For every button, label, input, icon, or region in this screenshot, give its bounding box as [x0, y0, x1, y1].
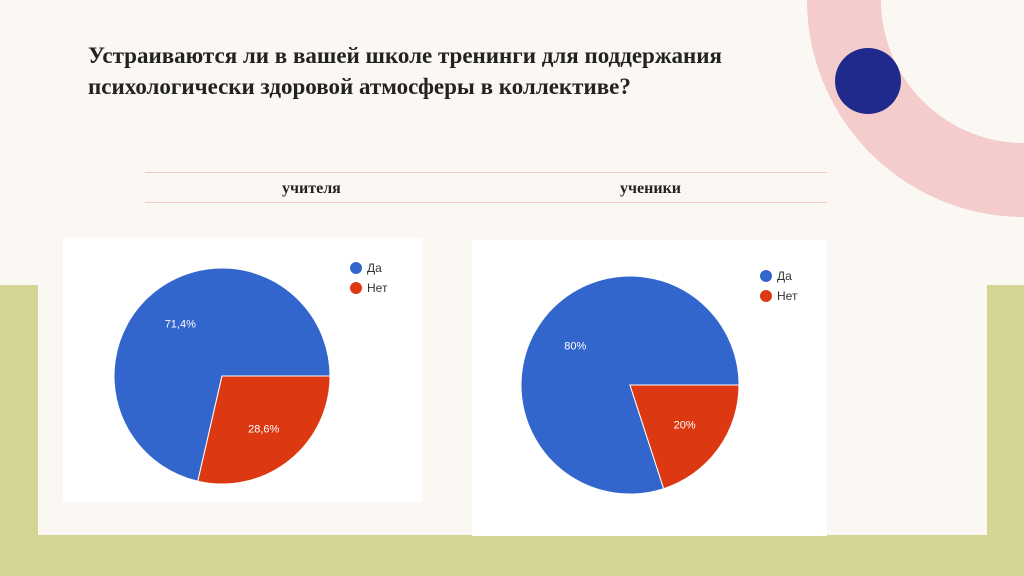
pie-chart-teachers: 71,4% 28,6% Да Нет [113, 261, 388, 485]
pie-slice-yes [520, 275, 740, 495]
table-top-rule [145, 172, 827, 173]
slice-label-no: 20% [674, 420, 696, 432]
legend-swatch-yes [760, 270, 772, 282]
legend-swatch-no [350, 282, 362, 294]
green-band-bottom [0, 535, 1024, 576]
legend-label-yes: Да [367, 261, 382, 275]
navy-dot [835, 48, 901, 114]
legend-label-yes: Да [777, 269, 792, 283]
pie-slice-no [197, 375, 331, 485]
chart-panel-teachers: 71,4% 28,6% Да Нет [63, 238, 422, 502]
pie-slice-no [629, 384, 740, 490]
pie-chart-students: 80% 20% Да Нет [520, 269, 798, 495]
green-band-left [0, 285, 38, 576]
pie-slice-yes [113, 267, 331, 482]
legend-label-no: Нет [367, 281, 388, 295]
chart-panel-students: 80% 20% Да Нет [472, 240, 827, 536]
green-band-right [987, 285, 1024, 576]
table-bottom-rule [145, 202, 827, 203]
legend-swatch-no [760, 290, 772, 302]
legend-label-no: Нет [777, 289, 798, 303]
slice-label-no: 28,6% [248, 423, 279, 435]
column-header-teachers: учителя [282, 180, 341, 197]
slide-title: Устраиваются ли в вашей школе тренинги д… [88, 43, 722, 99]
legend-swatch-yes [350, 262, 362, 274]
column-header-students: ученики [620, 180, 681, 197]
slice-label-yes: 80% [564, 340, 586, 352]
slice-label-yes: 71,4% [165, 319, 196, 331]
